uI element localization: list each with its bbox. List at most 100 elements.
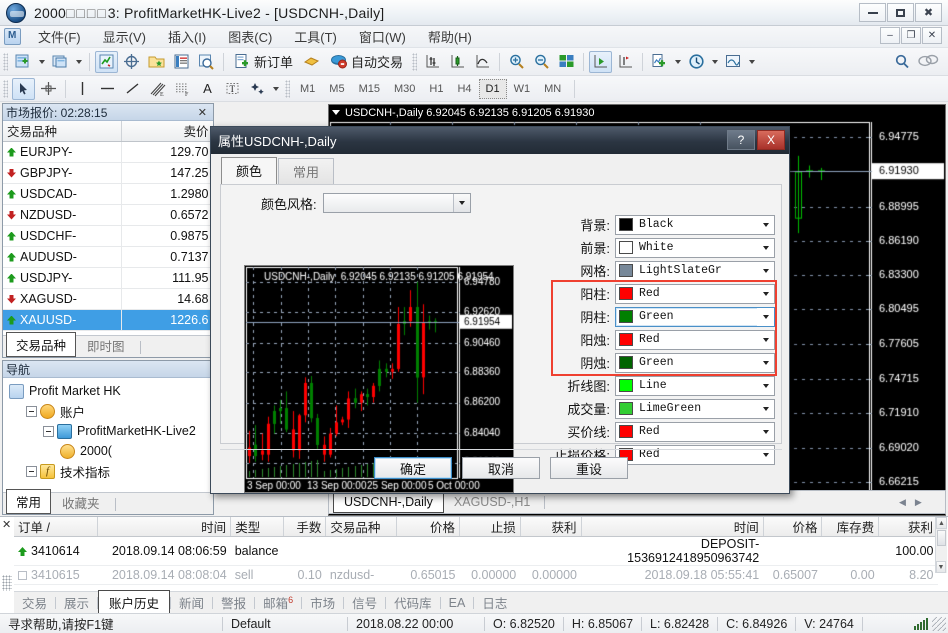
term-col-1[interactable]: 时间 [97, 517, 232, 537]
market-watch-row[interactable]: XAGUSD- 14.68 [3, 288, 213, 310]
nav-tab-favorites[interactable]: 收藏夹 [62, 497, 100, 511]
shapes-dropdown-icon[interactable] [273, 86, 279, 91]
trendline-icon[interactable] [121, 78, 144, 100]
terminal-tab-6[interactable]: 市场 [310, 597, 336, 611]
market-watch-row[interactable]: USDCAD- 1.2980 [3, 183, 213, 205]
market-watch-row[interactable]: GBPJPY- 147.25 [3, 162, 213, 184]
menu-view[interactable]: 显示(V) [102, 30, 146, 45]
market-watch-row[interactable]: NZDUSD- 0.6572 [3, 204, 213, 226]
color-select[interactable]: Green [615, 306, 775, 327]
dialog-close-button[interactable]: X [757, 130, 785, 150]
vertical-line-icon[interactable] [71, 78, 94, 100]
mw-col-symbol[interactable]: 交易品种 [3, 121, 122, 142]
mdi-restore-button[interactable]: ❐ [901, 27, 921, 44]
templates-dropdown-icon[interactable] [749, 59, 756, 64]
menu-file[interactable]: 文件(F) [38, 30, 81, 45]
scroll-up-icon[interactable]: ▲ [936, 517, 947, 529]
term-col-7[interactable]: 获利 [520, 517, 582, 537]
chevron-down-icon[interactable] [452, 194, 470, 212]
timeframe-m30[interactable]: M30 [393, 82, 416, 95]
scrollbar-thumb[interactable] [937, 530, 946, 546]
toolbar-grip[interactable] [3, 52, 8, 71]
chart-profiles-dropdown-icon[interactable] [76, 59, 82, 64]
cursor-icon[interactable] [12, 77, 35, 100]
terminal-tab-5[interactable]: 邮箱6 [263, 594, 294, 611]
terminal-tab-8[interactable]: 代码库 [394, 597, 432, 611]
market-watch-row[interactable]: USDJPY- 111.95 [3, 267, 213, 289]
chart-shift-icon[interactable] [614, 51, 637, 73]
menu-window[interactable]: 窗口(W) [358, 30, 406, 45]
color-select[interactable]: White [615, 237, 775, 258]
ok-button[interactable]: 确定 [374, 457, 452, 479]
color-select[interactable]: Red [615, 283, 775, 304]
term-col-10[interactable]: 库存费 [821, 517, 880, 537]
maximize-button[interactable] [887, 3, 914, 22]
timeframe-m5[interactable]: M5 [329, 82, 345, 95]
market-watch-row[interactable]: XAUUSD- 1226.6 [3, 309, 213, 331]
close-icon[interactable]: ✕ [2, 519, 12, 531]
chevron-down-icon[interactable] [757, 422, 774, 441]
terminal-grip[interactable] [2, 575, 12, 591]
timeframe-mn[interactable]: MN [544, 82, 562, 95]
terminal-tab-2[interactable]: 账户历史 [98, 590, 171, 615]
timeframe-w1[interactable]: W1 [513, 82, 531, 95]
color-select[interactable]: LimeGreen [615, 398, 775, 419]
chevron-down-icon[interactable] [757, 445, 774, 464]
text-label-icon[interactable]: T [221, 78, 244, 100]
data-window-icon[interactable] [120, 51, 143, 73]
market-watch-row[interactable]: AUDUSD- 0.7137 [3, 246, 213, 268]
chevron-down-icon[interactable] [757, 215, 774, 234]
periods-dropdown-icon[interactable] [712, 59, 719, 64]
navigator-icon[interactable] [145, 51, 168, 73]
reset-button[interactable]: 重设 [550, 457, 628, 479]
toolbar-grip[interactable] [285, 79, 290, 98]
term-col-2[interactable]: 类型 [230, 517, 284, 537]
text-icon[interactable]: A [203, 81, 212, 96]
chevron-down-icon[interactable] [757, 353, 774, 372]
zoom-in-icon[interactable] [505, 51, 528, 73]
navigator-item[interactable]: 账户 [5, 401, 211, 421]
auto-scroll-icon[interactable] [589, 50, 613, 73]
chevron-down-icon[interactable] [757, 376, 774, 395]
tree-expander-icon[interactable] [26, 405, 37, 417]
chat-icon[interactable] [916, 51, 940, 73]
mw-tab-tickchart[interactable]: 即时图 [87, 340, 125, 354]
color-select[interactable]: Black [615, 214, 775, 235]
market-watch-row[interactable]: EURJPY- 129.70 [3, 141, 213, 163]
periods-icon[interactable] [685, 51, 708, 73]
close-icon[interactable]: ✕ [197, 106, 207, 119]
terminal-tab-10[interactable]: 日志 [482, 597, 508, 611]
chart-profiles-icon[interactable] [49, 51, 72, 73]
navigator-item[interactable]: Profit Market HK [5, 381, 211, 401]
chevron-down-icon[interactable] [757, 399, 774, 418]
terminal-tab-1[interactable]: 展示 [64, 597, 90, 611]
toolbar-grip[interactable] [3, 79, 8, 98]
table-row[interactable]: 3410614 2018.09.14 08:06:59 balance DEPOSIT… [14, 536, 938, 566]
color-select[interactable]: Red [615, 421, 775, 442]
bar-chart-icon[interactable] [421, 51, 444, 73]
timeframe-h4[interactable]: H4 [457, 82, 472, 95]
fibonacci-retracement-icon[interactable]: F [171, 78, 194, 100]
mdi-close-button[interactable]: ✕ [922, 27, 942, 44]
term-col-6[interactable]: 止损 [459, 517, 521, 537]
color-select[interactable]: Line [615, 375, 775, 396]
tab-colors[interactable]: 颜色 [221, 157, 278, 185]
new-order-button[interactable]: 新订单 [229, 51, 298, 73]
tree-expander-icon[interactable] [43, 425, 54, 437]
terminal-tab-4[interactable]: 警报 [221, 597, 247, 611]
menu-help[interactable]: 帮助(H) [427, 30, 472, 45]
color-style-select[interactable] [322, 193, 471, 213]
toolbar-grip[interactable] [412, 52, 418, 71]
shapes-icon[interactable] [246, 78, 269, 100]
tree-expander-icon[interactable] [26, 465, 37, 477]
close-button[interactable]: ✖ [915, 3, 942, 22]
chevron-down-icon[interactable] [332, 110, 340, 115]
metaeditor-icon[interactable] [300, 51, 323, 73]
timeframe-h1[interactable]: H1 [429, 82, 444, 95]
zoom-out-icon[interactable] [530, 51, 553, 73]
nav-tab-common[interactable]: 常用 [6, 489, 52, 514]
timeframe-d1[interactable]: D1 [478, 78, 507, 99]
terminal-tab-0[interactable]: 交易 [22, 597, 48, 611]
color-select[interactable]: Green [615, 352, 775, 373]
mdi-minimize-button[interactable]: – [880, 27, 900, 44]
